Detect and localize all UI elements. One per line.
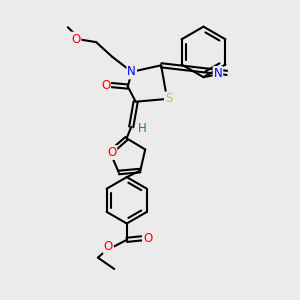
Text: S: S [165,92,172,105]
Text: O: O [107,146,116,159]
Text: O: O [101,79,110,92]
Text: O: O [143,232,152,245]
Text: H: H [138,122,147,135]
Text: O: O [104,240,113,253]
Text: N: N [128,65,136,78]
Text: O: O [71,33,80,46]
Text: N: N [214,67,222,80]
